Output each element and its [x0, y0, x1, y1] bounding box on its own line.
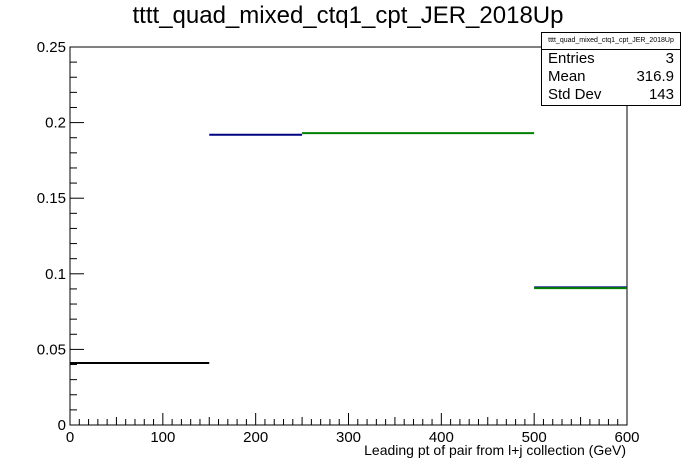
y-tick-label: 0.05 — [37, 341, 66, 358]
stats-value: 3 — [665, 50, 674, 67]
stats-box: tttt_quad_mixed_ctq1_cpt_JER_2018Up Entr… — [541, 32, 681, 106]
stats-row-stddev: Std Dev 143 — [542, 86, 680, 104]
y-tick-label: 0.25 — [37, 39, 66, 56]
chart-title: tttt_quad_mixed_ctq1_cpt_JER_2018Up — [132, 2, 564, 29]
stats-value: 143 — [648, 86, 674, 103]
stats-value: 316.9 — [636, 68, 674, 85]
x-tick-label: 0 — [66, 429, 74, 446]
stats-label: Mean — [548, 68, 586, 85]
histogram-bins — [70, 132, 627, 365]
stats-box-title: tttt_quad_mixed_ctq1_cpt_JER_2018Up — [542, 33, 680, 50]
x-tick-label: 500 — [522, 429, 547, 446]
x-tick-label: 600 — [614, 429, 639, 446]
y-tick-label: 0.2 — [45, 115, 66, 132]
stats-row-entries: Entries 3 — [542, 50, 680, 68]
y-tick-label: 0.15 — [37, 190, 66, 207]
y-tick-label: 0 — [58, 417, 66, 434]
y-axis: 0 0.05 0.1 0.15 0.2 0.25 — [37, 39, 84, 434]
x-tick-label: 300 — [336, 429, 361, 446]
x-axis-label: Leading pt of pair from l+j collection (… — [364, 442, 626, 458]
x-tick-label: 100 — [150, 429, 175, 446]
stats-label: Std Dev — [548, 86, 602, 103]
stats-label: Entries — [548, 50, 595, 67]
x-axis: 0 100 200 300 400 500 600 — [66, 413, 640, 446]
y-tick-label: 0.1 — [45, 266, 66, 283]
stats-row-mean: Mean 316.9 — [542, 68, 680, 86]
x-tick-label: 200 — [243, 429, 268, 446]
x-tick-label: 400 — [429, 429, 454, 446]
